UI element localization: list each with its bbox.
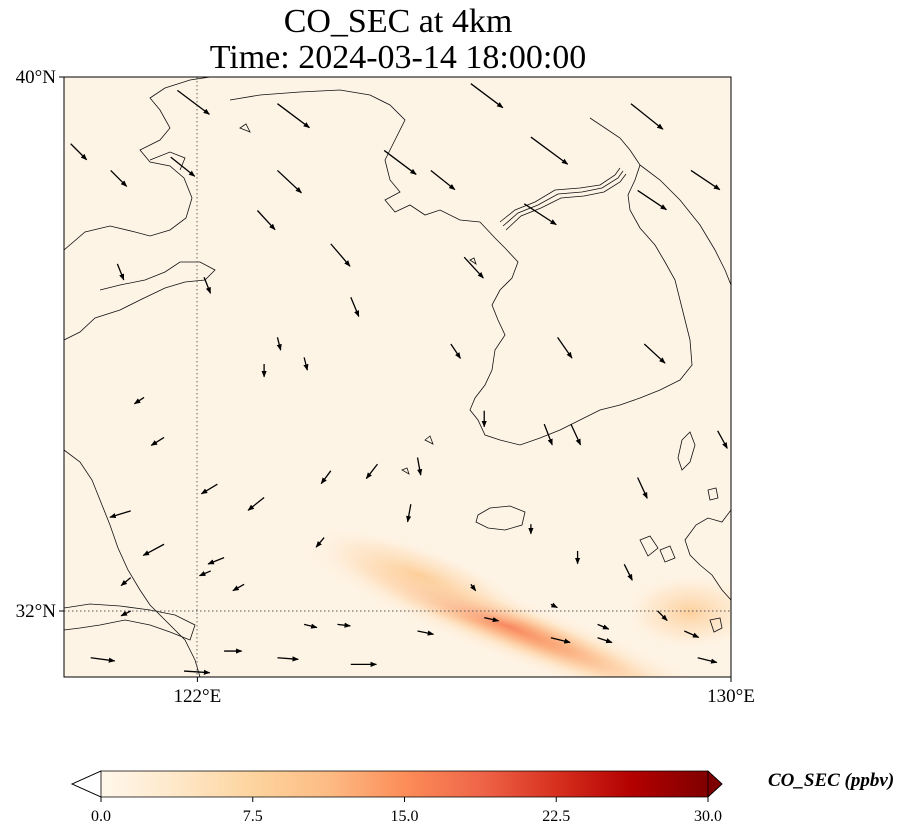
wind-vector bbox=[637, 477, 648, 499]
wind-vector bbox=[315, 537, 325, 548]
wind-vector bbox=[133, 396, 145, 405]
wind-vector bbox=[176, 89, 210, 115]
wind-vector bbox=[623, 563, 633, 581]
wind-vector bbox=[484, 617, 500, 623]
lon-tick-label: 130°E bbox=[707, 686, 755, 707]
wind-vector bbox=[116, 263, 125, 281]
wind-vector bbox=[110, 169, 128, 187]
colorbar-tick-label: 15.0 bbox=[391, 808, 419, 825]
colorbar-body bbox=[101, 771, 708, 797]
axis-ticks: 40°N 32°N 122°E 130°E bbox=[16, 67, 755, 707]
colorbar-tick-label: 0.0 bbox=[91, 808, 111, 825]
lon-tick-label: 122°E bbox=[174, 686, 222, 707]
wind-vector bbox=[643, 343, 666, 364]
wind-vector bbox=[170, 156, 196, 177]
title-line-1: CO_SEC at 4km bbox=[283, 3, 513, 40]
wind-vector bbox=[142, 543, 165, 557]
wind-vector bbox=[330, 243, 351, 267]
wind-vector bbox=[684, 630, 700, 639]
wind-vector bbox=[277, 656, 299, 662]
wind-vector bbox=[350, 297, 360, 318]
colorbar-ticks: 0.0 7.5 15.0 22.5 30.0 bbox=[91, 797, 722, 825]
colorbar-tick-label: 30.0 bbox=[694, 808, 722, 825]
colorbar-title: CO_SEC (ppbv) bbox=[768, 770, 895, 791]
wind-vector bbox=[120, 577, 132, 587]
wind-vector bbox=[523, 203, 557, 226]
wind-vector bbox=[232, 583, 245, 592]
colorbar-tick-label: 22.5 bbox=[542, 808, 570, 825]
wind-vector bbox=[597, 637, 613, 644]
wind-vector bbox=[530, 136, 569, 165]
wind-vector bbox=[597, 623, 610, 630]
colorbar-extend-max bbox=[707, 770, 723, 798]
wind-vector bbox=[637, 189, 667, 211]
wind-vector bbox=[550, 637, 571, 644]
wind-vector bbox=[277, 103, 310, 129]
co-plume-layer bbox=[276, 525, 731, 677]
wind-vector bbox=[276, 337, 282, 351]
wind-vector bbox=[543, 423, 553, 446]
wind-vector bbox=[697, 657, 718, 664]
wind-vector bbox=[417, 630, 435, 636]
wind-vector bbox=[150, 436, 165, 447]
wind-vector bbox=[406, 504, 412, 523]
colorbar-extend-min bbox=[71, 770, 102, 798]
wind-vector bbox=[557, 336, 573, 359]
map-frame bbox=[63, 76, 732, 678]
wind-vector bbox=[203, 277, 212, 294]
wind-vector bbox=[200, 483, 218, 495]
lat-tick-label: 40°N bbox=[16, 67, 57, 88]
colorbar: 0.0 7.5 15.0 22.5 30.0 bbox=[71, 770, 723, 825]
wind-vector bbox=[657, 610, 668, 622]
wind-vector bbox=[630, 103, 664, 130]
colorbar-tick-label: 7.5 bbox=[243, 808, 263, 825]
wind-vector bbox=[690, 169, 721, 191]
wind-vector bbox=[207, 556, 225, 565]
wind-vector bbox=[365, 463, 379, 480]
wind-vector bbox=[470, 83, 504, 109]
wind-vector bbox=[70, 143, 88, 161]
wind-vector bbox=[320, 470, 332, 485]
wind-vector bbox=[470, 583, 477, 592]
map-title: CO_SEC at 4km Time: 2024-03-14 18:00:00 bbox=[0, 4, 796, 76]
wind-vector bbox=[120, 610, 131, 617]
wind-vector bbox=[450, 343, 462, 359]
lat-tick-label: 32°N bbox=[16, 601, 57, 622]
wind-vector bbox=[463, 256, 484, 279]
wind-vector bbox=[303, 623, 318, 629]
wind-vector bbox=[198, 570, 211, 577]
map-panel bbox=[64, 77, 731, 677]
wind-vector bbox=[109, 510, 131, 519]
wind-vector bbox=[276, 169, 302, 194]
wind-vector bbox=[90, 657, 116, 663]
wind-vector bbox=[247, 497, 265, 511]
wind-vector bbox=[256, 210, 276, 231]
wind-vector bbox=[383, 149, 417, 175]
wind-vector bbox=[416, 457, 423, 476]
wind-vector bbox=[550, 602, 558, 609]
wind-vector bbox=[337, 622, 351, 628]
wind-vector bbox=[303, 357, 309, 371]
wind-vectors bbox=[70, 83, 728, 675]
wind-vector bbox=[570, 423, 582, 446]
wind-vector bbox=[184, 669, 211, 675]
title-line-2: Time: 2024-03-14 18:00:00 bbox=[209, 39, 587, 76]
wind-vector bbox=[430, 169, 456, 191]
wind-vector bbox=[717, 430, 728, 449]
coastlines bbox=[64, 77, 731, 677]
